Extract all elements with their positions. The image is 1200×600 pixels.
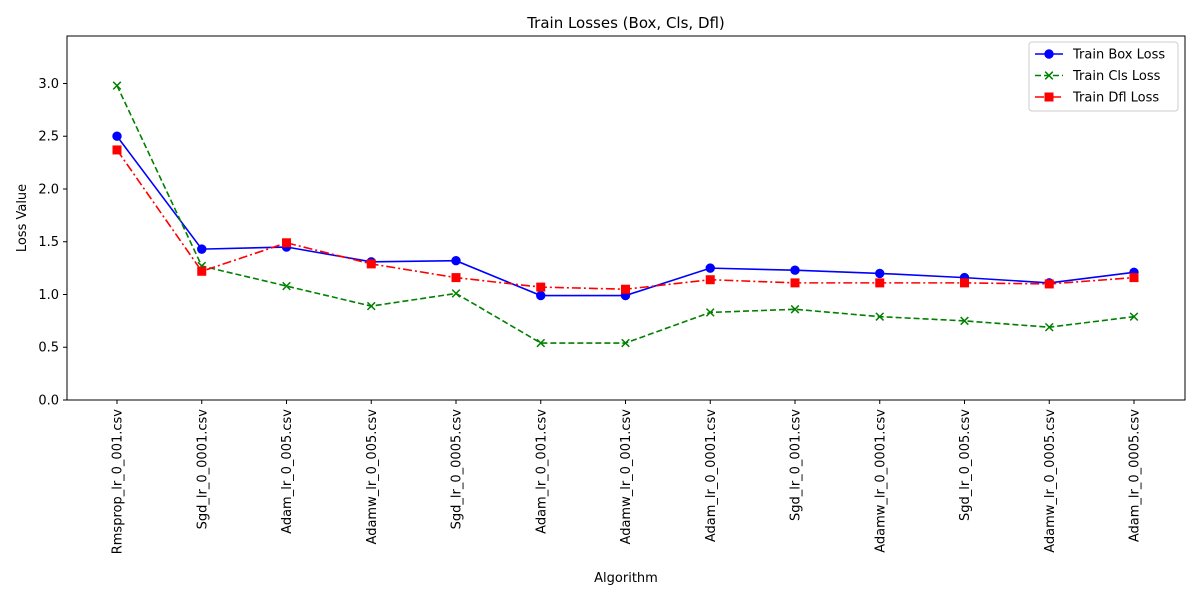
data-point — [112, 81, 122, 90]
x-tick-label: Adam_lr_0_0001.csv — [704, 409, 719, 542]
legend-marker — [1044, 49, 1054, 59]
y-tick-label: 2.5 — [38, 130, 59, 145]
legend-label: Train Dfl Loss — [1072, 91, 1159, 106]
data-point — [197, 244, 207, 254]
plot-frame — [66, 35, 1186, 401]
x-tick-label: Adamw_lr_0_0005.csv — [1043, 409, 1058, 553]
y-tick-label: 1.5 — [38, 235, 59, 250]
data-point — [366, 259, 376, 269]
data-point — [790, 265, 800, 275]
data-point — [875, 278, 885, 288]
data-point — [705, 263, 715, 273]
data-point — [451, 273, 461, 283]
legend-marker — [1044, 92, 1054, 102]
y-tick-label: 2.0 — [38, 182, 59, 197]
x-tick-label: Sgd_lr_0_005.csv — [958, 409, 973, 521]
data-point — [960, 278, 969, 288]
x-tick-label: Sgd_lr_0_0001.csv — [195, 409, 210, 530]
plot-area: 0.0 0.5 1.0 1.5 2.0 2.5 3.0 Rmsprop_lr_0_001.cs… — [38, 77, 1142, 554]
y-tick-label: 1.0 — [38, 288, 59, 303]
data-point — [536, 290, 546, 301]
data-point — [790, 278, 800, 288]
data-point — [112, 145, 122, 155]
x-tick-label: Adamw_lr_0_0001.csv — [873, 409, 888, 553]
data-point — [960, 316, 969, 326]
data-point — [536, 282, 546, 292]
data-point — [1129, 273, 1139, 283]
data-point — [282, 281, 291, 291]
data-point — [366, 301, 376, 311]
data-point — [197, 266, 207, 276]
data-point — [1044, 322, 1054, 332]
data-point — [621, 338, 630, 348]
series-line — [116, 135, 1135, 297]
x-tick-label: Adam_lr_0_005.csv — [280, 409, 295, 534]
data-point — [536, 338, 546, 348]
y-tick-label: 0.0 — [38, 394, 59, 409]
y-tick-label: 0.5 — [38, 341, 59, 356]
x-tick-label: Adam_lr_0_0005.csv — [1128, 409, 1143, 542]
data-point — [451, 256, 461, 266]
legend: Train Box Loss Train Cls Loss Train Dfl Lo… — [1028, 41, 1179, 112]
legend-box — [1028, 41, 1179, 112]
data-point — [705, 308, 715, 317]
data-point — [875, 312, 885, 321]
x-tick-label: Sgd_lr_0_0005.csv — [450, 409, 465, 530]
data-point — [621, 284, 630, 294]
legend-label: Train Cls Loss — [1072, 69, 1161, 84]
x-tick-label: Adam_lr_0_001.csv — [534, 409, 549, 534]
x-tick-label: Adamw_lr_0_001.csv — [619, 409, 634, 545]
legend-label: Train Box Loss — [1072, 48, 1165, 63]
legend-marker — [1044, 71, 1054, 80]
data-point — [1044, 279, 1054, 289]
y-tick-label: 3.0 — [38, 77, 59, 92]
data-point — [705, 275, 715, 285]
data-point — [112, 131, 122, 141]
data-point — [790, 304, 800, 314]
series-line — [116, 149, 1135, 291]
data-point — [282, 238, 291, 248]
y-axis-label: Loss Value — [15, 184, 30, 252]
x-tick-label: Rmsprop_lr_0_001.csv — [111, 409, 126, 555]
data-point — [451, 289, 461, 298]
chart-title: Train Losses (Box, Cls, Dfl) — [526, 14, 725, 32]
x-tick-label: Sgd_lr_0_001.csv — [789, 409, 804, 521]
x-tick-label: Adamw_lr_0_005.csv — [365, 409, 380, 545]
data-point — [1129, 312, 1139, 321]
series-line — [116, 85, 1135, 344]
data-point — [875, 268, 885, 279]
x-axis-label: Algorithm — [594, 571, 658, 586]
